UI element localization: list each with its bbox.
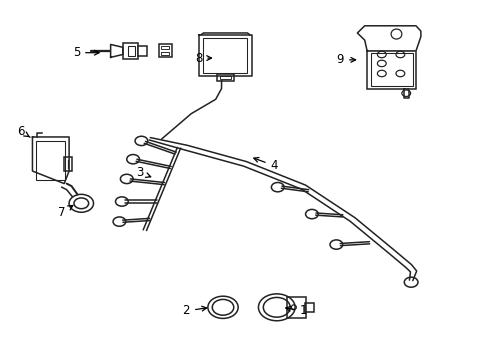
Bar (370, 53, 413, 86)
Ellipse shape (74, 198, 89, 209)
Bar (305, 303, 314, 312)
Text: 4: 4 (254, 158, 278, 172)
Bar (161, 51, 169, 55)
Text: 8: 8 (195, 51, 212, 64)
Bar (128, 46, 135, 56)
Bar (64, 157, 72, 171)
Bar (161, 46, 169, 49)
Text: 6: 6 (18, 125, 30, 138)
Text: 5: 5 (73, 46, 99, 59)
Bar (123, 43, 138, 59)
Ellipse shape (69, 194, 94, 212)
Bar (217, 74, 234, 81)
Text: 3: 3 (136, 166, 151, 179)
Polygon shape (201, 33, 250, 35)
Text: 9: 9 (337, 53, 356, 66)
Bar (367, 51, 416, 89)
Bar (159, 44, 171, 57)
Text: 2: 2 (183, 305, 207, 318)
Polygon shape (198, 35, 252, 76)
Polygon shape (357, 26, 421, 51)
Bar (36, 140, 65, 180)
Bar (220, 76, 231, 79)
Bar (287, 297, 306, 318)
Bar (138, 46, 147, 56)
Polygon shape (32, 137, 69, 184)
Bar (203, 38, 247, 73)
Text: 1: 1 (286, 305, 307, 318)
Polygon shape (111, 44, 123, 57)
Polygon shape (404, 89, 409, 98)
Text: 7: 7 (58, 206, 73, 219)
